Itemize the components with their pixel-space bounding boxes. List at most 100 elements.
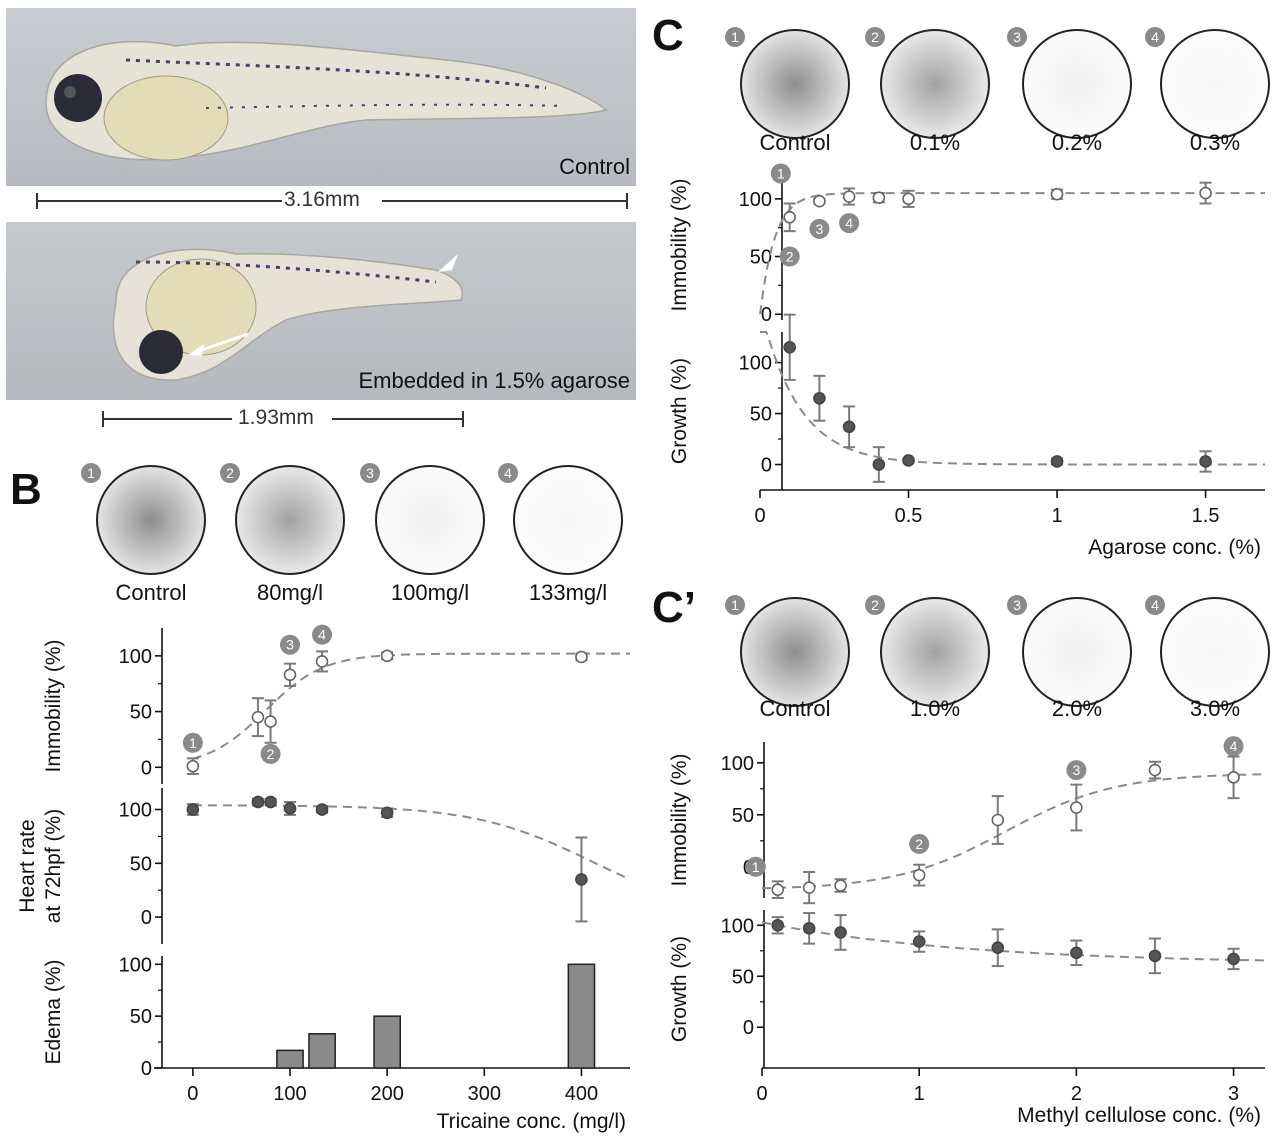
- well-number-badge: 4: [498, 463, 518, 483]
- callout-number: 2: [915, 836, 923, 852]
- fit-curve: [759, 192, 1265, 315]
- data-point: [813, 391, 826, 405]
- well-number-badge: 2: [865, 27, 885, 47]
- data-point: [283, 668, 297, 682]
- callout-number: 1: [777, 165, 785, 181]
- y-axis-label: Edema (%): [42, 959, 65, 1064]
- x-tick-label: 0: [187, 1083, 198, 1105]
- larva-photo-embedded: Embedded in 1.5% agarose: [6, 222, 636, 400]
- y-tick-label: 100: [119, 800, 152, 822]
- callout-number: 3: [1072, 762, 1080, 778]
- data-point: [991, 941, 1005, 955]
- well-label: 0.1%: [909, 130, 961, 155]
- callout-badge: [260, 743, 281, 764]
- data-point: [251, 795, 265, 809]
- data-point: [251, 710, 265, 724]
- x-tick-label: 400: [565, 1083, 598, 1105]
- data-point: [186, 759, 200, 773]
- data-point: [283, 802, 297, 815]
- bar: [373, 1015, 402, 1069]
- x-tick-label: 200: [370, 1083, 403, 1105]
- callout-badge: [839, 213, 860, 234]
- well-number-badge: 2: [865, 595, 885, 615]
- y-tick-label: 50: [750, 404, 772, 426]
- x-tick-label: 1: [914, 1083, 925, 1105]
- y-tick-label: 100: [739, 189, 772, 211]
- data-point: [872, 191, 886, 204]
- y-tick-label: 0: [141, 1058, 152, 1080]
- scale-label-a-prime: 1.93mm: [238, 406, 314, 429]
- x-tick-label: 1.5: [1192, 505, 1220, 527]
- y-tick-label: 100: [739, 353, 772, 375]
- y-tick-label: 50: [130, 702, 152, 724]
- well-label: 3.0%: [1189, 696, 1241, 721]
- data-point: [802, 881, 816, 894]
- callout-number: 1: [189, 735, 197, 751]
- photo-caption-embedded: Embedded in 1.5% agarose: [358, 368, 630, 393]
- well-label: Control: [115, 580, 187, 605]
- y-tick-label: 0: [761, 304, 772, 326]
- well-number-badge: 3: [1007, 595, 1027, 615]
- data-point: [1227, 952, 1240, 966]
- callout-badge: [909, 833, 930, 854]
- data-point: [380, 806, 394, 820]
- well-label: 2.0%: [1051, 696, 1103, 721]
- fit-curve: [192, 804, 631, 881]
- data-point: [575, 873, 588, 886]
- fit-curve: [761, 773, 1266, 890]
- well-image-4: [1160, 597, 1270, 707]
- well-image-4: [1160, 29, 1270, 139]
- chart-C-immobility: 0 50 100 Immobility (%) 1 2 3 4: [668, 163, 1265, 326]
- panel-letter-b: B: [10, 465, 42, 514]
- well-label: 100mg/l: [390, 580, 470, 605]
- larva-control-drawing: [45, 40, 608, 161]
- data-point: [1050, 455, 1064, 468]
- well-image-1: [96, 465, 206, 575]
- y-tick-label: 100: [721, 915, 754, 937]
- data-point: [1148, 949, 1162, 963]
- well-label: 133mg/l: [528, 580, 608, 605]
- data-point: [834, 926, 847, 939]
- callout-badge: [779, 246, 800, 267]
- data-point: [1227, 771, 1240, 784]
- x-tick-label: 3: [1228, 1083, 1239, 1105]
- larva-photo-control: Control: [6, 8, 636, 186]
- callout-badge: [182, 732, 203, 753]
- y-tick-label: 50: [732, 966, 754, 988]
- well-number-badge: 1: [725, 27, 745, 47]
- panel-letter-c-prime: C’: [652, 583, 696, 632]
- data-point: [315, 803, 329, 816]
- callout-number: 2: [267, 746, 275, 762]
- well-number-badge: 4: [1145, 595, 1165, 615]
- data-point: [771, 918, 785, 932]
- well-image-4: [513, 465, 623, 575]
- data-point: [575, 650, 588, 664]
- well-label: 0.3%: [1189, 130, 1241, 155]
- x-tick-label: 300: [468, 1083, 501, 1105]
- well-image-3: [1022, 597, 1132, 707]
- well-image-2: [880, 29, 990, 139]
- data-point: [771, 883, 785, 896]
- scale-label-a: 3.16mm: [284, 188, 360, 211]
- data-point: [186, 803, 200, 816]
- data-point: [1199, 186, 1212, 200]
- well-number-badge: 1: [725, 595, 745, 615]
- callout-number: 4: [318, 627, 326, 643]
- well-label: 0.2%: [1051, 130, 1103, 155]
- y-axis-label: at 72hpf (%): [42, 809, 65, 923]
- data-point: [902, 454, 915, 467]
- chart-B-immobility: 0 50 100 Immobility (%) 1 2 3 4: [42, 624, 630, 784]
- data-point: [802, 922, 816, 935]
- well-image-1: [740, 597, 850, 707]
- well-image-1: [740, 29, 850, 139]
- chart-B-edema: 0 50 100 Edema (%) 0 100 200 300 400 Tricaine con…: [42, 954, 630, 1133]
- data-point: [902, 192, 915, 206]
- y-tick-label: 100: [721, 753, 754, 775]
- y-tick-label: 0: [141, 907, 152, 929]
- data-point: [912, 868, 926, 882]
- data-point: [264, 795, 277, 809]
- data-point: [834, 879, 847, 892]
- x-tick-label: 2: [1071, 1083, 1082, 1105]
- callout-number: 3: [286, 637, 294, 653]
